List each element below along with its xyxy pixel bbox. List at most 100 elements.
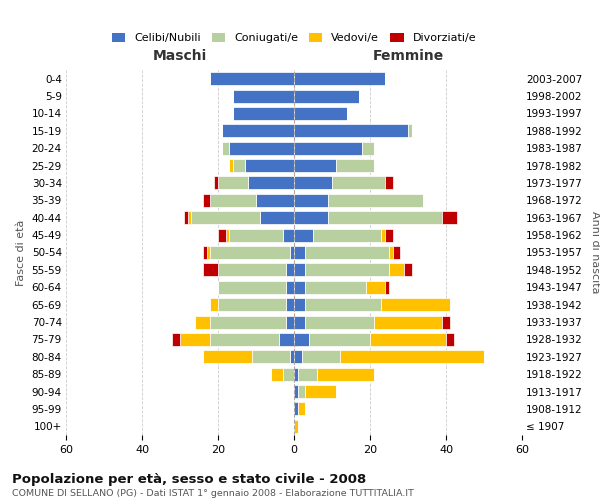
Bar (294, 368, 298, 380)
Bar (446, 333, 454, 346)
Bar (305, 264, 389, 276)
Bar (294, 176, 332, 190)
Bar (248, 176, 294, 190)
Bar (286, 298, 294, 311)
Bar (370, 333, 446, 346)
Bar (305, 316, 374, 328)
Bar (294, 420, 298, 433)
Bar (283, 228, 294, 241)
Bar (211, 72, 294, 85)
Bar (279, 333, 294, 346)
Bar (302, 350, 340, 364)
Bar (172, 333, 180, 346)
Bar (218, 298, 286, 311)
Bar (294, 316, 305, 328)
Bar (389, 264, 404, 276)
Bar (226, 228, 229, 241)
Bar (286, 264, 294, 276)
Bar (286, 280, 294, 294)
Bar (211, 316, 286, 328)
Bar (382, 298, 450, 311)
Bar (442, 211, 457, 224)
Bar (362, 142, 374, 154)
Bar (305, 280, 366, 294)
Bar (385, 280, 389, 294)
Bar (206, 246, 211, 259)
Bar (191, 211, 260, 224)
Bar (294, 280, 305, 294)
Bar (294, 402, 298, 415)
Bar (214, 176, 218, 190)
Bar (332, 176, 385, 190)
Bar (283, 368, 294, 380)
Bar (260, 211, 294, 224)
Bar (305, 385, 336, 398)
Bar (211, 194, 256, 207)
Bar (229, 142, 294, 154)
Bar (309, 333, 370, 346)
Bar (233, 107, 294, 120)
Bar (382, 228, 385, 241)
Bar (366, 280, 385, 294)
Bar (203, 194, 211, 207)
Bar (294, 124, 408, 138)
Bar (294, 228, 313, 241)
Bar (218, 264, 286, 276)
Bar (294, 107, 347, 120)
Bar (294, 72, 385, 85)
Bar (317, 368, 374, 380)
Bar (180, 333, 211, 346)
Bar (290, 246, 294, 259)
Bar (203, 264, 218, 276)
Bar (211, 333, 279, 346)
Bar (233, 90, 294, 102)
Bar (203, 246, 206, 259)
Bar (385, 176, 393, 190)
Bar (290, 350, 294, 364)
Bar (211, 298, 218, 311)
Bar (233, 159, 245, 172)
Y-axis label: Anni di nascita: Anni di nascita (590, 211, 599, 294)
Bar (294, 350, 302, 364)
Bar (294, 298, 305, 311)
Bar (298, 368, 317, 380)
Bar (203, 350, 252, 364)
Bar (218, 280, 286, 294)
Legend: Celibi/Nubili, Coniugati/e, Vedovi/e, Divorziati/e: Celibi/Nubili, Coniugati/e, Vedovi/e, Di… (107, 28, 481, 48)
Bar (374, 316, 442, 328)
Bar (222, 142, 229, 154)
Bar (298, 402, 305, 415)
Bar (218, 228, 226, 241)
Bar (404, 264, 412, 276)
Bar (211, 246, 290, 259)
Bar (294, 90, 359, 102)
Bar (328, 211, 442, 224)
Bar (294, 142, 362, 154)
Bar (222, 124, 294, 138)
Text: Femmine: Femmine (373, 49, 443, 63)
Bar (328, 194, 423, 207)
Bar (336, 159, 374, 172)
Bar (393, 246, 400, 259)
Bar (385, 228, 393, 241)
Y-axis label: Fasce di età: Fasce di età (16, 220, 26, 286)
Bar (195, 316, 211, 328)
Bar (442, 316, 450, 328)
Text: COMUNE DI SELLANO (PG) - Dati ISTAT 1° gennaio 2008 - Elaborazione TUTTITALIA.IT: COMUNE DI SELLANO (PG) - Dati ISTAT 1° g… (12, 489, 414, 498)
Bar (245, 159, 294, 172)
Bar (294, 333, 309, 346)
Bar (229, 228, 283, 241)
Bar (294, 159, 336, 172)
Bar (389, 246, 393, 259)
Bar (218, 176, 248, 190)
Bar (305, 298, 382, 311)
Text: Maschi: Maschi (153, 49, 207, 63)
Bar (229, 159, 233, 172)
Bar (184, 211, 188, 224)
Bar (294, 246, 305, 259)
Bar (256, 194, 294, 207)
Text: Popolazione per età, sesso e stato civile - 2008: Popolazione per età, sesso e stato civil… (12, 472, 366, 486)
Bar (252, 350, 290, 364)
Bar (271, 368, 283, 380)
Bar (294, 385, 298, 398)
